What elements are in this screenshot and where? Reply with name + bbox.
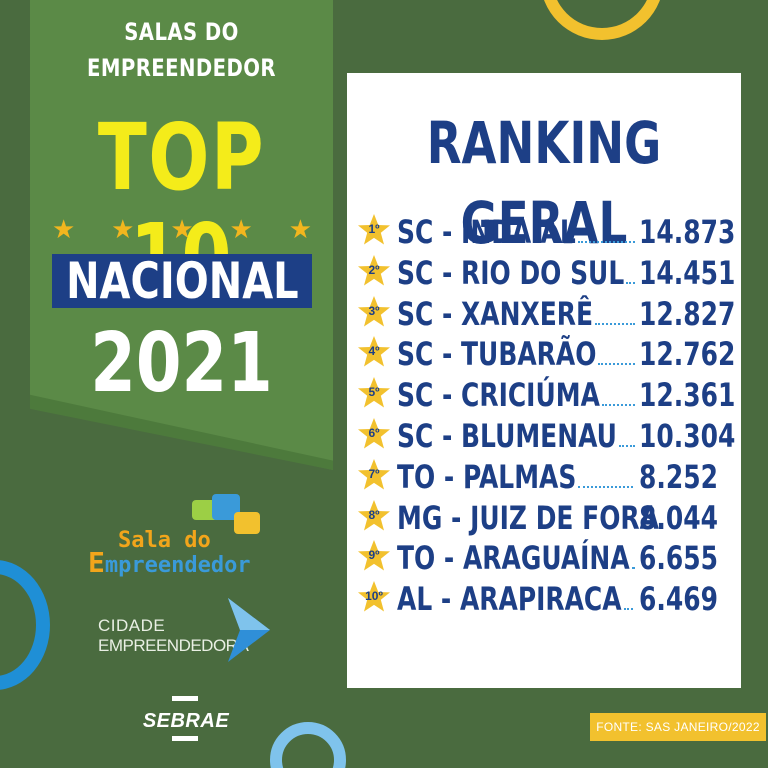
- cidade-logo-line2: EMPREENDEDORA: [98, 636, 249, 655]
- leader-dots: [577, 241, 635, 243]
- star-icon: ★: [111, 214, 135, 244]
- nacional-label: NACIONAL: [65, 252, 299, 310]
- nacional-box: NACIONAL: [52, 252, 312, 310]
- star-icon: ★: [52, 214, 76, 244]
- rank-number: 4º: [368, 344, 380, 359]
- star-icon: ★: [288, 214, 312, 244]
- leader-dots: [578, 485, 633, 488]
- bulb-bubble-icon: [234, 512, 260, 534]
- sebrae-bar-top: [172, 696, 198, 701]
- city-name: SC - CRICIÚMA: [397, 376, 600, 415]
- city-name: SC - TUBARÃO: [397, 335, 597, 374]
- arrow-icon: [228, 598, 270, 662]
- rank-star-icon: [357, 376, 391, 410]
- rank-number: 6º: [368, 426, 380, 440]
- cidade-empreendedora-logo: CIDADE EMPREENDEDORA: [96, 598, 274, 670]
- rank-number: 7º: [368, 466, 380, 481]
- rank-number: 3º: [368, 303, 380, 318]
- leader-dots: [623, 608, 633, 611]
- ranking-value: 12.827: [639, 294, 736, 333]
- star-icon: ★: [170, 214, 194, 244]
- banner-line1: SALAS DO: [124, 18, 239, 46]
- source-label: FONTE: SAS JANEIRO/2022: [590, 713, 766, 741]
- ranking-row: 4º SC - TUBARÃO 12.762: [347, 335, 741, 375]
- ranking-value: 14.451: [639, 253, 736, 292]
- city-name: SC - INDAIAL: [397, 213, 576, 251]
- rank-number: 10º: [365, 589, 383, 604]
- star-row: ★ ★ ★ ★ ★: [52, 214, 312, 244]
- city-name: SC - RIO DO SUL: [397, 253, 625, 292]
- leader-dots: [626, 281, 635, 284]
- title-banner: [30, 0, 333, 470]
- decorative-ring-top: [540, 0, 664, 40]
- rank-star-icon: [357, 580, 391, 614]
- ranking-row: 9º TO - ARAGUAÍNA 6.655: [347, 539, 741, 579]
- ranking-panel: RANKING GERAL 1º SC - INDAIAL 14.873 2º SC -…: [347, 73, 741, 688]
- ranking-value: 12.361: [639, 376, 736, 415]
- city-name: SC - BLUMENAU: [397, 417, 617, 455]
- ranking-value: 12.762: [639, 335, 736, 374]
- leader-dots: [595, 322, 635, 325]
- ranking-row: 6º SC - BLUMENAU 10.304: [347, 417, 741, 457]
- ranking-row: 3º SC - XANXERÊ 12.827: [347, 295, 741, 335]
- ranking-value: 8.044: [639, 498, 718, 537]
- ranking-row: 1º SC - INDAIAL 14.873: [347, 213, 741, 253]
- ranking-value: 6.655: [639, 539, 718, 578]
- ranking-value: 8.252: [639, 457, 718, 496]
- ranking-title: RANKING GERAL: [426, 109, 662, 257]
- sebrae-logo: SEBRAE: [136, 694, 236, 746]
- ranking-row: 7º TO - PALMAS 8.252: [347, 458, 741, 498]
- sebrae-wordmark: SEBRAE: [142, 710, 230, 732]
- decorative-ring-bottom: [270, 722, 346, 768]
- rank-star-icon: [357, 417, 391, 451]
- city-name: TO - ARAGUAÍNA: [397, 539, 630, 578]
- rank-star-icon: [357, 295, 391, 329]
- rank-number: 2º: [368, 262, 380, 277]
- sala-logo-line2: Empreendedor: [88, 546, 251, 579]
- rank-star-icon: [357, 335, 391, 369]
- rank-number: 8º: [368, 507, 380, 522]
- leader-dots: [601, 404, 635, 407]
- sebrae-bar-bottom: [172, 736, 198, 741]
- cidade-logo-line1: CIDADE: [98, 616, 166, 635]
- ranking-row: 10º AL - ARAPIRACA 6.469: [347, 580, 741, 620]
- rank-star-icon: [357, 458, 391, 492]
- rank-star-icon: [357, 539, 391, 573]
- ranking-row: 2º SC - RIO DO SUL 14.451: [347, 254, 741, 294]
- chat-bubble-icon: [192, 500, 218, 520]
- city-name: TO - PALMAS: [397, 457, 577, 496]
- ranking-value: 10.304: [639, 417, 736, 455]
- ranking-value: 6.469: [639, 580, 718, 619]
- rank-star-icon: [357, 499, 391, 533]
- rank-number: 1º: [368, 222, 380, 236]
- rank-star-icon: [357, 213, 391, 247]
- banner-line2: EMPREENDEDOR: [87, 54, 276, 82]
- sala-do-empreendedor-logo: Sala do Empreendedor: [88, 494, 288, 579]
- city-name: SC - XANXERÊ: [397, 294, 594, 333]
- leader-dots: [631, 567, 633, 570]
- rank-number: 9º: [368, 548, 380, 563]
- leader-dots: [598, 363, 635, 366]
- star-icon: ★: [229, 214, 253, 244]
- year-label: 2021: [90, 316, 273, 411]
- ranking-row: 5º SC - CRICIÚMA 12.361: [347, 376, 741, 416]
- rank-star-icon: [357, 254, 391, 288]
- city-name: MG - JUIZ DE FORA: [397, 498, 659, 537]
- leader-dots: [618, 445, 635, 447]
- sala-logo-line1: Sala do: [118, 528, 211, 553]
- ranking-value: 14.873: [639, 213, 736, 251]
- decorative-ring-left: [0, 560, 50, 690]
- ranking-row: 8º MG - JUIZ DE FORA 8.044: [347, 499, 741, 539]
- city-name: AL - ARAPIRACA: [397, 580, 622, 619]
- rank-number: 5º: [368, 385, 380, 400]
